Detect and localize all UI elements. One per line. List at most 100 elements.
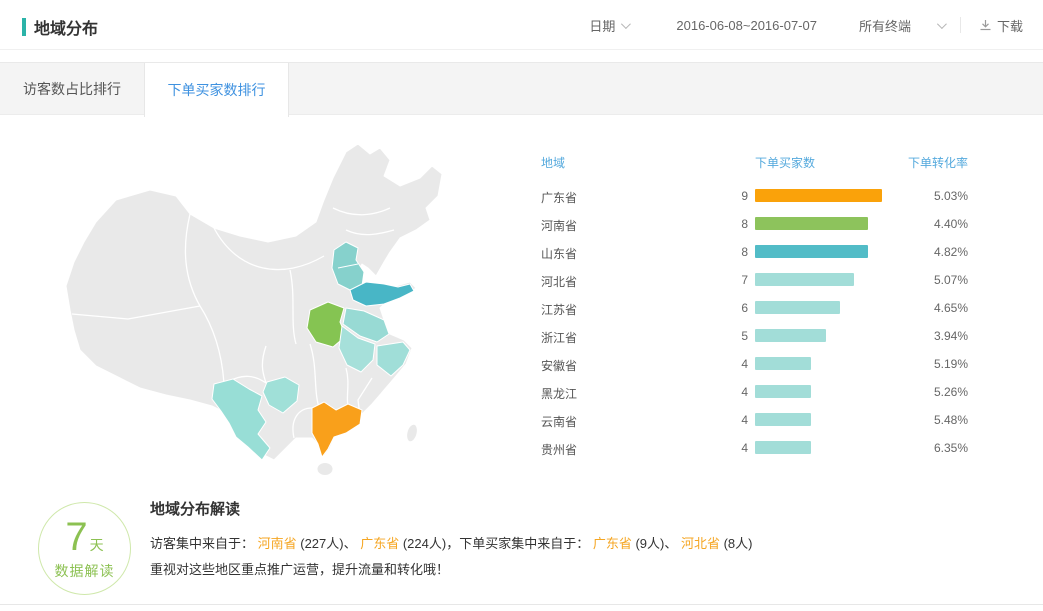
bottom-divider (0, 604, 1043, 605)
date-dropdown-label: 日期 (589, 18, 616, 34)
table-row: 安徽省 4 5.19% (541, 350, 968, 378)
date-range-value[interactable]: 2016-06-08~2016-07-07 (676, 17, 817, 33)
buyer-bar (755, 385, 811, 398)
conversion-rate: 3.94% (933, 329, 968, 343)
terminal-dropdown-value: 所有终端 (858, 18, 911, 34)
table-row: 山东省 8 4.82% (541, 238, 968, 266)
region-label: 浙江省 (541, 331, 578, 345)
region-label: 河北省 (541, 275, 578, 289)
buyer-count: 9 (741, 189, 748, 203)
conversion-rate: 4.65% (933, 301, 968, 315)
title-block: 地域分布 (22, 15, 98, 39)
region-label: 贵州省 (541, 443, 578, 457)
buyer-count: 8 (741, 217, 748, 231)
region-label: 广东省 (541, 191, 578, 205)
buyer-count: 7 (741, 273, 748, 287)
terminal-dropdown[interactable]: 所有终端 (858, 16, 947, 35)
divider (959, 17, 961, 33)
conversion-rate: 5.03% (933, 189, 968, 203)
buyer-bar (755, 245, 868, 258)
conversion-rate: 5.19% (933, 357, 968, 371)
province-link[interactable]: 广东省 (360, 536, 400, 551)
download-button[interactable]: 下载 (979, 16, 1023, 35)
tab-visitor-ranking[interactable]: 访客数占比排行 (0, 63, 145, 114)
province-guangdong (311, 401, 363, 458)
column-header-region: 地域 (541, 156, 566, 170)
province-border (337, 263, 359, 269)
province-shandong (349, 281, 415, 307)
conversion-rate: 5.07% (933, 273, 968, 287)
table-row: 广东省 9 5.03% (541, 182, 968, 210)
table-header: 地域 下单买家数 下单转化率 (541, 150, 968, 182)
table-row: 浙江省 5 3.94% (541, 322, 968, 350)
insight-text-part: (227人)、 (296, 536, 361, 551)
column-header-rate: 下单转化率 (907, 156, 968, 170)
buyer-count: 4 (741, 385, 748, 399)
conversion-rate: 4.82% (933, 245, 968, 259)
taiwan-island (406, 423, 418, 443)
insight-body: 地域分布解读 访客集中来自于： 河南省 (227人)、 广东省 (224人)，下… (150, 498, 990, 583)
buyer-count: 6 (741, 301, 748, 315)
table-row: 黑龙江 4 5.26% (541, 378, 968, 406)
conversion-rate: 4.40% (933, 217, 968, 231)
insight-line1: 访客集中来自于： 河南省 (227人)、 广东省 (224人)，下单买家集中来自… (150, 531, 990, 557)
seven-day-badge: 7 天 数据解读 (38, 502, 131, 595)
buyer-bar (755, 189, 882, 202)
province-zhejiang (376, 341, 411, 377)
conversion-rate: 6.35% (933, 441, 968, 455)
buyer-count: 4 (741, 441, 748, 455)
panel-header: 地域分布 日期 2016-06-08~2016-07-07 所有终端 下载 (0, 0, 1043, 50)
buyer-bar (755, 413, 811, 426)
buyer-ranking-table: 地域 下单买家数 下单转化率 广东省 9 5.03% 河南省 8 4.40% 山… (541, 150, 968, 462)
region-label: 山东省 (541, 247, 578, 261)
highlighted-provinces (211, 241, 415, 461)
buyer-bar (755, 273, 854, 286)
chevron-down-icon (621, 18, 632, 29)
province-link[interactable]: 河北省 (680, 536, 720, 551)
buyer-count: 4 (741, 413, 748, 427)
header-controls: 日期 2016-06-08~2016-07-07 所有终端 下载 (589, 0, 1023, 50)
region-label: 河南省 (541, 219, 578, 233)
buyer-bar (755, 441, 811, 454)
buyer-bar (755, 301, 840, 314)
badge-unit: 天 (89, 536, 104, 553)
buyer-bar (755, 329, 826, 342)
region-label: 云南省 (541, 415, 578, 429)
insight-text-part: (224人)，下单买家集中来自于： (399, 536, 593, 551)
region-label: 江苏省 (541, 303, 578, 317)
date-dropdown[interactable]: 日期 (589, 16, 632, 35)
insight-line2: 重视对这些地区重点推广运营，提升流量和转化哦！ (150, 562, 450, 577)
page-title: 地域分布 (34, 21, 99, 38)
insight-text-part: 访客集中来自于： (150, 536, 258, 551)
download-label: 下载 (996, 18, 1023, 34)
province-jiangsu (342, 307, 390, 343)
download-icon (979, 19, 992, 32)
table-row: 云南省 4 5.48% (541, 406, 968, 434)
buyer-bar (755, 217, 868, 230)
table-body: 广东省 9 5.03% 河南省 8 4.40% 山东省 8 4.82% 河北省 … (541, 182, 968, 462)
province-guizhou (262, 376, 300, 414)
insight-text-part: (8人) (719, 536, 753, 551)
badge-label: 数据解读 (54, 562, 115, 579)
province-yunnan (211, 378, 271, 461)
tab-bar: 访客数占比排行 下单买家数排行 (0, 62, 1043, 117)
table-row: 河北省 7 5.07% (541, 266, 968, 294)
region-label: 黑龙江 (541, 387, 578, 401)
title-accent-bar (22, 18, 26, 36)
buyer-count: 4 (741, 357, 748, 371)
table-row: 河南省 8 4.40% (541, 210, 968, 238)
conversion-rate: 5.48% (933, 413, 968, 427)
column-header-buyers: 下单买家数 (755, 156, 816, 170)
insight-title: 地域分布解读 (150, 501, 241, 518)
table-row: 贵州省 4 6.35% (541, 434, 968, 462)
buyer-count: 5 (741, 329, 748, 343)
province-anhui (338, 325, 376, 373)
insight-text-part: (9人)、 (631, 536, 681, 551)
province-link[interactable]: 河南省 (257, 536, 297, 551)
buyer-count: 8 (741, 245, 748, 259)
tab-buyer-ranking[interactable]: 下单买家数排行 (144, 63, 289, 117)
hainan-island (316, 462, 334, 476)
buyer-bar (755, 357, 811, 370)
province-link[interactable]: 广东省 (592, 536, 632, 551)
badge-number: 7 (65, 514, 88, 559)
